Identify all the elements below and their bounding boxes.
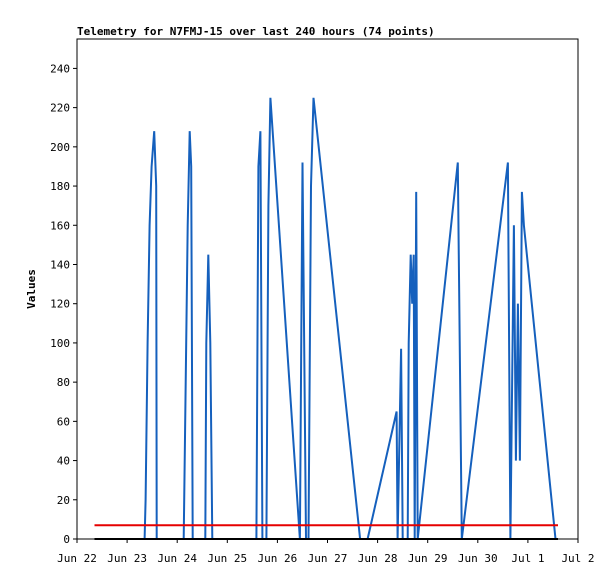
y-tick-label: 200 (50, 141, 70, 154)
y-tick-label: 180 (50, 180, 70, 193)
x-tick-label: Jun 23 (107, 552, 147, 565)
plot-frame (76, 38, 579, 540)
y-tick-label: 60 (57, 415, 70, 428)
y-tick-label: 220 (50, 102, 70, 115)
series-layer (94, 97, 558, 540)
y-tick-label: 0 (63, 533, 70, 546)
y-tick-label: 40 (57, 455, 70, 468)
y-tick-label: 140 (50, 258, 70, 271)
chart-title: Telemetry for N7FMJ-15 over last 240 hou… (77, 25, 435, 38)
y-tick-label: 100 (50, 337, 70, 350)
y-axis-ticks: 0 20 40 60 80 100 120 140 160 180 200 220 240 (50, 62, 77, 546)
x-tick-label: Jun 25 (207, 552, 247, 565)
x-tick-label: Jun 22 (57, 552, 97, 565)
x-tick-label: Jul 1 (511, 552, 544, 565)
y-tick-label: 20 (57, 494, 70, 507)
plot-border (76, 38, 579, 540)
x-tick-label: Jul 2 (561, 552, 594, 565)
x-tick-label: Jun 30 (458, 552, 498, 565)
y-tick-label: 120 (50, 298, 70, 311)
x-tick-label: Jun 28 (358, 552, 398, 565)
y-tick-label: 240 (50, 62, 70, 75)
y-tick-label: 80 (57, 376, 70, 389)
y-tick-label: 160 (50, 219, 70, 232)
x-tick-label: Jun 26 (258, 552, 298, 565)
x-axis-ticks: Jun 22 Jun 23 Jun 24 Jun 25 Jun 26 Jun 27 Jun … (57, 539, 595, 565)
x-tick-label: Jun 27 (308, 552, 348, 565)
x-tick-label: Jun 29 (408, 552, 448, 565)
x-tick-label: Jun 24 (157, 552, 197, 565)
y-axis-label: Values (25, 269, 38, 309)
